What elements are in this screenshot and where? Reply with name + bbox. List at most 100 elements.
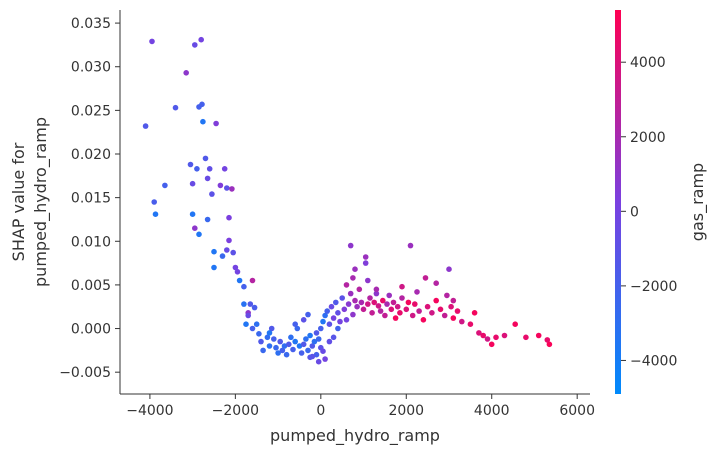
scatter-point bbox=[204, 175, 211, 182]
scatter-point bbox=[377, 308, 384, 314]
scatter-point bbox=[369, 310, 375, 316]
scatter-point bbox=[343, 317, 350, 323]
y-tick-label: 0.000 bbox=[71, 322, 111, 338]
scatter-point bbox=[339, 295, 346, 301]
y-tick-label: 0.005 bbox=[71, 278, 111, 294]
y-tick-label: 0.025 bbox=[71, 103, 111, 119]
scatter-point bbox=[488, 341, 495, 348]
scatter-point bbox=[320, 348, 326, 355]
y-axis-label-line1: SHAP value for bbox=[9, 142, 28, 261]
scatter-point bbox=[187, 161, 194, 168]
scatter-point bbox=[365, 301, 371, 307]
scatter-point bbox=[459, 318, 465, 325]
scatter-point bbox=[484, 336, 491, 342]
scatter-point bbox=[264, 334, 271, 341]
scatter-point bbox=[409, 312, 416, 319]
scatter-point bbox=[356, 286, 363, 293]
scatter-point bbox=[512, 321, 518, 328]
scatter-point bbox=[433, 280, 440, 287]
scatter-point bbox=[454, 308, 461, 314]
scatter-point bbox=[300, 317, 307, 323]
scatter-point bbox=[256, 331, 262, 337]
scatter-point bbox=[326, 338, 333, 345]
scatter-point bbox=[390, 299, 397, 306]
scatter-point bbox=[471, 310, 478, 316]
scatter-point bbox=[230, 249, 236, 256]
scatter-point bbox=[162, 182, 168, 189]
scatter-point bbox=[429, 310, 435, 316]
scatter-point bbox=[209, 191, 215, 197]
scatter-point bbox=[330, 315, 337, 321]
scatter-point bbox=[219, 253, 226, 259]
scatter-point bbox=[335, 310, 341, 316]
scatter-point bbox=[315, 358, 322, 365]
scatter-point bbox=[292, 338, 299, 345]
scatter-point bbox=[412, 301, 418, 307]
scatter-point bbox=[367, 295, 373, 301]
colorbar: −4000 −2000 0 2000 4000 gas_ramp bbox=[615, 10, 708, 394]
colorbar-tick-label: 2000 bbox=[630, 130, 666, 146]
scatter-point bbox=[277, 338, 284, 345]
scatter-point bbox=[450, 315, 457, 321]
colorbar-label: gas_ramp bbox=[688, 163, 708, 241]
x-axis-ticks: −4000 −2000 0 2000 4000 6000 bbox=[126, 394, 595, 419]
colorbar-tick-label: 0 bbox=[630, 204, 639, 220]
scatter-point bbox=[416, 308, 422, 314]
scatter-point bbox=[151, 199, 157, 205]
scatter-point bbox=[251, 304, 258, 311]
y-axis-label-line2: pumped_hydro_ramp bbox=[31, 117, 51, 287]
scatter-point bbox=[266, 330, 273, 336]
scatter-point bbox=[260, 347, 266, 354]
scatter-point bbox=[333, 299, 339, 306]
scatter-point bbox=[493, 334, 499, 341]
scatter-point bbox=[448, 303, 454, 310]
scatter-point bbox=[200, 118, 206, 125]
scatter-points bbox=[142, 36, 553, 365]
scatter-point bbox=[380, 297, 386, 304]
scatter-point bbox=[305, 311, 311, 318]
scatter-point bbox=[221, 166, 228, 172]
scatter-point bbox=[313, 351, 320, 358]
y-tick-label: 0.015 bbox=[71, 191, 111, 207]
scatter-point bbox=[217, 182, 224, 189]
scatter-point bbox=[523, 334, 529, 341]
colorbar-tick-label: 4000 bbox=[630, 55, 666, 71]
scatter-point bbox=[365, 277, 371, 284]
scatter-point bbox=[352, 297, 358, 304]
scatter-point bbox=[245, 312, 251, 319]
scatter-point bbox=[283, 351, 290, 358]
scatter-point bbox=[236, 277, 243, 284]
scatter-point bbox=[392, 315, 399, 321]
scatter-point bbox=[199, 101, 205, 108]
y-tick-label: −0.005 bbox=[59, 365, 111, 381]
scatter-point bbox=[224, 185, 230, 191]
scatter-point bbox=[294, 325, 301, 332]
scatter-point bbox=[224, 247, 230, 253]
scatter-point bbox=[424, 303, 431, 310]
scatter-point bbox=[347, 290, 354, 297]
scatter-point bbox=[341, 306, 348, 313]
scatter-point bbox=[352, 266, 358, 273]
scatter-point bbox=[373, 286, 380, 293]
scatter-point bbox=[467, 321, 474, 328]
colorbar-tick-label: −4000 bbox=[630, 353, 677, 369]
scatter-point bbox=[268, 325, 275, 332]
x-tick-label: 0 bbox=[316, 403, 325, 419]
scatter-point bbox=[420, 317, 427, 323]
scatter-point bbox=[290, 346, 296, 353]
scatter-point bbox=[315, 336, 322, 342]
scatter-point bbox=[318, 325, 324, 332]
scatter-point bbox=[350, 311, 356, 318]
scatter-point bbox=[192, 42, 198, 48]
scatter-point bbox=[241, 283, 247, 290]
x-axis-label: pumped_hydro_ramp bbox=[270, 426, 440, 446]
scatter-point bbox=[373, 290, 380, 297]
scatter-point bbox=[183, 70, 189, 76]
y-tick-label: 0.010 bbox=[71, 234, 111, 250]
scatter-point bbox=[253, 321, 260, 328]
scatter-point bbox=[480, 332, 487, 339]
scatter-point bbox=[275, 350, 281, 356]
scatter-point bbox=[249, 277, 256, 284]
scatter-point bbox=[362, 254, 369, 260]
scatter-point bbox=[328, 303, 335, 310]
